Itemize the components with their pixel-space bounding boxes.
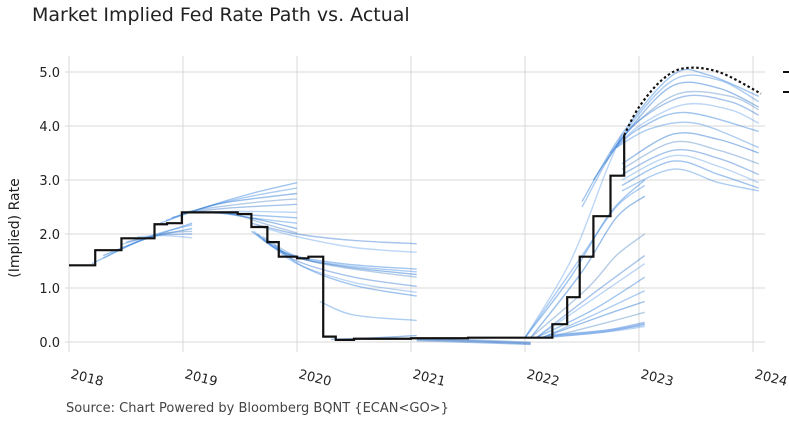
implied-rate-path [604,90,760,165]
implied-rate-path [581,68,759,202]
implied-rate-path [592,81,760,181]
implied-rate-path [541,300,645,339]
implied-rate-path [102,224,193,259]
x-tick-label: 2021 [411,367,447,390]
implied-rate-path [621,160,759,189]
implied-rate-path [256,233,417,276]
implied-rate-path [416,338,531,346]
implied-rate-path [621,132,759,165]
implied-rate-path [536,263,646,339]
implied-rate-path [182,198,298,214]
implied-rate-path [524,184,646,339]
chart-title: Market Implied Fed Rate Path vs. Actual [32,4,410,26]
x-tick-label: 2018 [69,367,105,390]
implied-rate-path [609,94,760,154]
implied-rate-path [251,222,417,245]
implied-rate-path [125,233,193,243]
implied-rate-path [581,74,760,208]
implied-rate-path [547,321,645,339]
actual-fed-rate-line [69,135,626,341]
implied-rate-path [535,255,646,339]
implied-rate-path [165,187,298,222]
implied-rate-path [256,225,417,254]
y-tick-label: 1.0 [39,282,60,297]
x-tick-label: 2019 [183,367,219,390]
x-tick-label: 2023 [639,367,675,390]
implied-rate-path [610,102,760,154]
implied-rate-path [234,212,298,234]
y-tick-label: 2.0 [39,228,60,243]
implied-rate-path [536,276,646,339]
implied-rate-path [137,234,193,239]
implied-rate-path [273,244,417,297]
implied-rate-path [524,179,646,339]
y-tick-label: 4.0 [39,120,60,135]
implied-rate-path [547,311,645,339]
x-tick-label: 2024 [753,367,789,390]
implied-rate-path [120,230,193,246]
x-tick-label: 2020 [297,367,333,390]
implied-rate-path [524,133,623,339]
implied-rate-path [319,300,417,322]
implied-rate-path [621,154,759,184]
implied-rate-path [251,230,417,270]
y-tick-label: 3.0 [39,174,60,189]
implied-rate-path [530,233,646,339]
implied-rate-path [621,149,759,176]
implied-rate-path [530,195,646,339]
implied-rate-path [553,324,645,338]
implied-rate-path [621,140,759,170]
implied-rate-path [228,212,298,230]
chart-source: Source: Chart Powered by Bloomberg BQNT … [66,401,449,416]
y-tick-label: 0.0 [39,336,60,351]
implied-rate-path [615,121,759,149]
projected-rate-line [623,66,762,136]
x-tick-label: 2022 [525,367,561,390]
implied-rate-path [159,182,298,224]
implied-rate-path [91,222,193,265]
y-tick-label: 5.0 [39,66,60,81]
implied-rate-path [621,168,759,192]
